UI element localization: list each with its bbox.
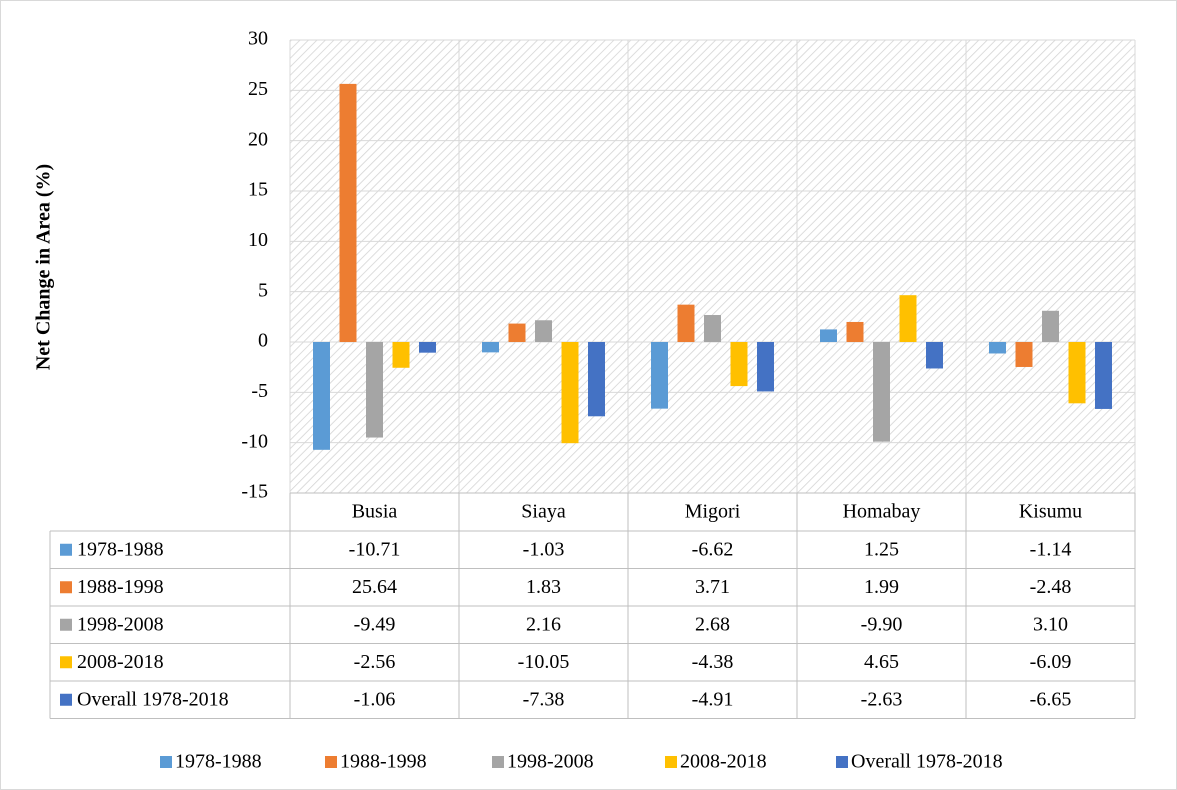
y-tick-label: 15 (248, 179, 268, 201)
table-cell: 3.71 (695, 576, 730, 598)
table-cell: -1.03 (523, 538, 565, 560)
y-tick-label: 25 (248, 78, 268, 100)
table-cell: -2.56 (354, 651, 396, 673)
legend-swatch (836, 756, 848, 768)
x-tick-label: Migori (685, 501, 741, 523)
y-tick-label: -5 (251, 380, 268, 402)
table-cell: 2.16 (526, 613, 561, 635)
legend-swatch (665, 756, 677, 768)
table-cell: -10.71 (349, 538, 401, 560)
bar (392, 342, 410, 368)
table-cell: -7.38 (523, 688, 565, 710)
table-cell: -6.65 (1030, 688, 1072, 710)
table-cell: -9.49 (354, 613, 396, 635)
table-row-label: 1978-1988 (77, 538, 164, 560)
bar (677, 304, 695, 342)
y-tick-label: 30 (248, 28, 268, 50)
table-cell: 1.83 (526, 576, 561, 598)
y-tick-label: -10 (241, 430, 268, 452)
table-legend-swatch (60, 618, 72, 631)
table-row-label: 1988-1998 (77, 576, 164, 598)
bar (313, 342, 330, 450)
bar (508, 323, 526, 342)
table-cell: -6.62 (692, 538, 734, 560)
bar (651, 342, 668, 409)
bar (926, 342, 943, 369)
bar (1095, 342, 1112, 409)
bar (535, 320, 552, 342)
y-axis-label: Net Change in Area (%) (33, 164, 55, 370)
table-cell: -2.63 (861, 688, 903, 710)
table-cell: -10.05 (518, 651, 570, 673)
x-tick-label: Homabay (843, 501, 921, 523)
table-cell: 25.64 (352, 576, 397, 598)
plot-background (290, 40, 1135, 493)
table-row-label: 2008-2018 (77, 651, 164, 673)
table-cell: -9.90 (861, 613, 903, 635)
bar (899, 295, 917, 342)
table-cell: 4.65 (864, 651, 899, 673)
bar (419, 342, 436, 353)
bar (873, 342, 890, 442)
table-row-label: 1998-2008 (77, 613, 164, 635)
table-cell: -4.91 (692, 688, 734, 710)
table-cell: -6.09 (1030, 651, 1072, 673)
legend-label: 1978-1988 (175, 751, 262, 773)
bar (989, 342, 1006, 354)
table-cell: -1.14 (1030, 538, 1072, 560)
bar (1015, 342, 1033, 367)
bar (846, 321, 864, 342)
table-legend-swatch (60, 581, 72, 594)
table-cell: -1.06 (354, 688, 396, 710)
legend-swatch (492, 756, 504, 768)
bar (339, 83, 357, 343)
table-cell: 2.68 (695, 613, 730, 635)
legend-label: 2008-2018 (680, 751, 767, 773)
table-cell: 3.10 (1033, 613, 1068, 635)
bar (730, 342, 748, 387)
table-cell: -4.38 (692, 651, 734, 673)
x-tick-label: Siaya (521, 501, 566, 523)
bar (588, 342, 605, 417)
y-tick-label: -15 (241, 481, 268, 503)
table-cell: -2.48 (1030, 576, 1072, 598)
table-legend-swatch (60, 693, 72, 706)
y-tick-label: 20 (248, 128, 268, 150)
bar (757, 342, 774, 392)
bar (366, 342, 383, 438)
table-row-label: Overall 1978-2018 (77, 688, 229, 710)
legend-label: Overall 1978-2018 (851, 751, 1003, 773)
legend-label: 1988-1998 (340, 751, 427, 773)
legend-swatch (160, 756, 172, 768)
bar (1068, 342, 1086, 404)
bar (820, 329, 837, 342)
legend-swatch (325, 756, 337, 768)
table-legend-swatch (60, 656, 72, 669)
legend-label: 1998-2008 (507, 751, 594, 773)
x-tick-label: Kisumu (1019, 501, 1082, 523)
x-tick-label: Busia (352, 501, 398, 523)
table-cell: 1.25 (864, 538, 899, 560)
table-cell: 1.99 (864, 576, 899, 598)
table-legend-swatch (60, 543, 72, 556)
bar (561, 342, 579, 444)
bar (1042, 310, 1059, 342)
bar (704, 315, 721, 342)
y-tick-label: 0 (258, 330, 268, 352)
bar (482, 342, 499, 353)
y-tick-label: 10 (248, 229, 268, 251)
y-tick-label: 5 (258, 279, 268, 301)
